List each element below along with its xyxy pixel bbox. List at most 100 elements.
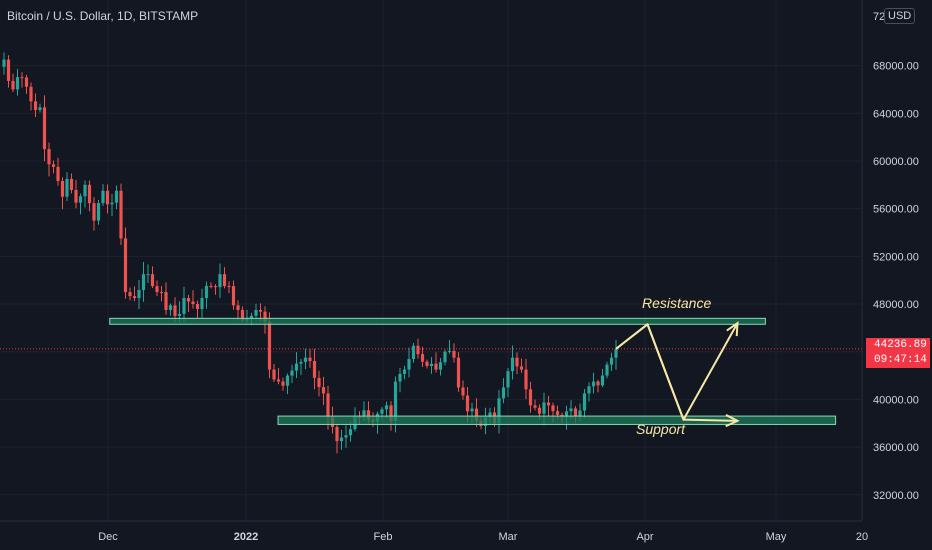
candle-body [272, 369, 276, 380]
time-tick-label: Dec [98, 531, 118, 543]
time-tick-label: Feb [374, 531, 393, 543]
projection-layer [615, 321, 740, 428]
candle-body [465, 395, 470, 412]
candle-body [339, 437, 344, 442]
time-tick-label: 20 [856, 531, 868, 543]
candle-body [182, 298, 186, 314]
candle-body [6, 59, 11, 81]
price-tick-label: 56000.00 [873, 204, 919, 216]
candle-body [236, 305, 240, 310]
candle-body [29, 86, 33, 102]
candle-body [600, 375, 605, 386]
candle-body [110, 202, 114, 205]
time-tick-label: 2022 [234, 531, 258, 543]
candle-body [164, 292, 168, 310]
bearish-projection-path [615, 323, 738, 422]
candle-body [416, 345, 420, 355]
candle-body [438, 362, 443, 370]
candle-body [87, 184, 92, 204]
candle-body [2, 59, 6, 67]
candle-body [213, 286, 218, 288]
candle-body [569, 408, 573, 412]
candle-body [60, 180, 65, 197]
candle-body [65, 178, 69, 197]
candle-body [510, 357, 515, 372]
candle-body [326, 393, 330, 418]
candle-body [177, 313, 182, 316]
candle-body [141, 274, 146, 290]
candle-body [38, 107, 42, 111]
candle-body [276, 379, 281, 382]
candle-body [515, 357, 519, 367]
candle-body [380, 409, 384, 414]
candle-body [402, 369, 407, 374]
candle-body [204, 285, 209, 299]
candle-body [506, 371, 510, 388]
candle-body [443, 351, 447, 363]
candle-body [384, 405, 389, 410]
candle-body [605, 364, 609, 376]
candle-body [591, 381, 596, 387]
price-tick-label: 32000.00 [873, 490, 919, 502]
price-tick-label: 36000.00 [873, 442, 919, 454]
time-axis[interactable]: Dec 2022 Feb Mar Apr May 20 [98, 531, 868, 543]
time-tick-label: Mar [499, 531, 518, 543]
candle-body [299, 361, 303, 364]
candle-body [555, 411, 560, 415]
candle-body [470, 408, 474, 412]
last-price-value: 44236.89 [874, 339, 927, 351]
candle-body [501, 387, 506, 399]
candle-body [119, 190, 123, 239]
candle-body [420, 354, 425, 362]
candle-body [317, 377, 321, 388]
candle-body [389, 405, 393, 421]
candle-body [411, 345, 416, 360]
candle-body [488, 412, 492, 418]
candle-body [303, 357, 308, 362]
candle-body [407, 359, 411, 370]
price-tick-label: 52000.00 [873, 251, 919, 263]
candle-body [447, 350, 452, 352]
candle-body [285, 375, 290, 386]
grid-lines [0, 0, 863, 521]
candle-body [47, 149, 51, 165]
price-tick-label: 64000.00 [873, 108, 919, 120]
candle-body [258, 309, 263, 312]
candle-body [11, 80, 15, 90]
candle-body [294, 363, 299, 371]
price-tick-label-top: 72 [873, 11, 885, 23]
candle-body [573, 408, 578, 417]
time-tick-label: Apr [636, 531, 653, 543]
candle-body [186, 298, 191, 302]
candle-body [582, 393, 587, 411]
candle-body [312, 361, 317, 378]
candle-body [587, 386, 591, 394]
candle-body [551, 405, 555, 412]
candle-body [434, 363, 438, 370]
candle-body [128, 292, 132, 297]
bar-countdown: 09:47:14 [874, 354, 927, 366]
candle-body [596, 381, 600, 386]
candle-body [114, 190, 119, 203]
candle-body [74, 189, 78, 203]
candle-body [474, 408, 479, 421]
candle-body [33, 101, 38, 111]
chart-title: Bitcoin / U.S. Dollar, 1D, BITSTAMP [7, 9, 199, 23]
candle-body [200, 298, 204, 309]
candle-body [123, 238, 128, 293]
price-tick-label: 48000.00 [873, 299, 919, 311]
candle-body [564, 411, 569, 418]
candle-body [137, 289, 141, 299]
candle-body [249, 315, 254, 319]
currency-button[interactable]: USD [884, 8, 916, 24]
candle-body [533, 405, 537, 408]
candle-body [92, 203, 96, 221]
candle-body [461, 387, 465, 396]
candle-body [24, 77, 29, 87]
resistance-label: Resistance [642, 295, 711, 311]
support-zone [277, 415, 837, 425]
candle-body [191, 301, 195, 305]
candle-body [524, 369, 528, 390]
